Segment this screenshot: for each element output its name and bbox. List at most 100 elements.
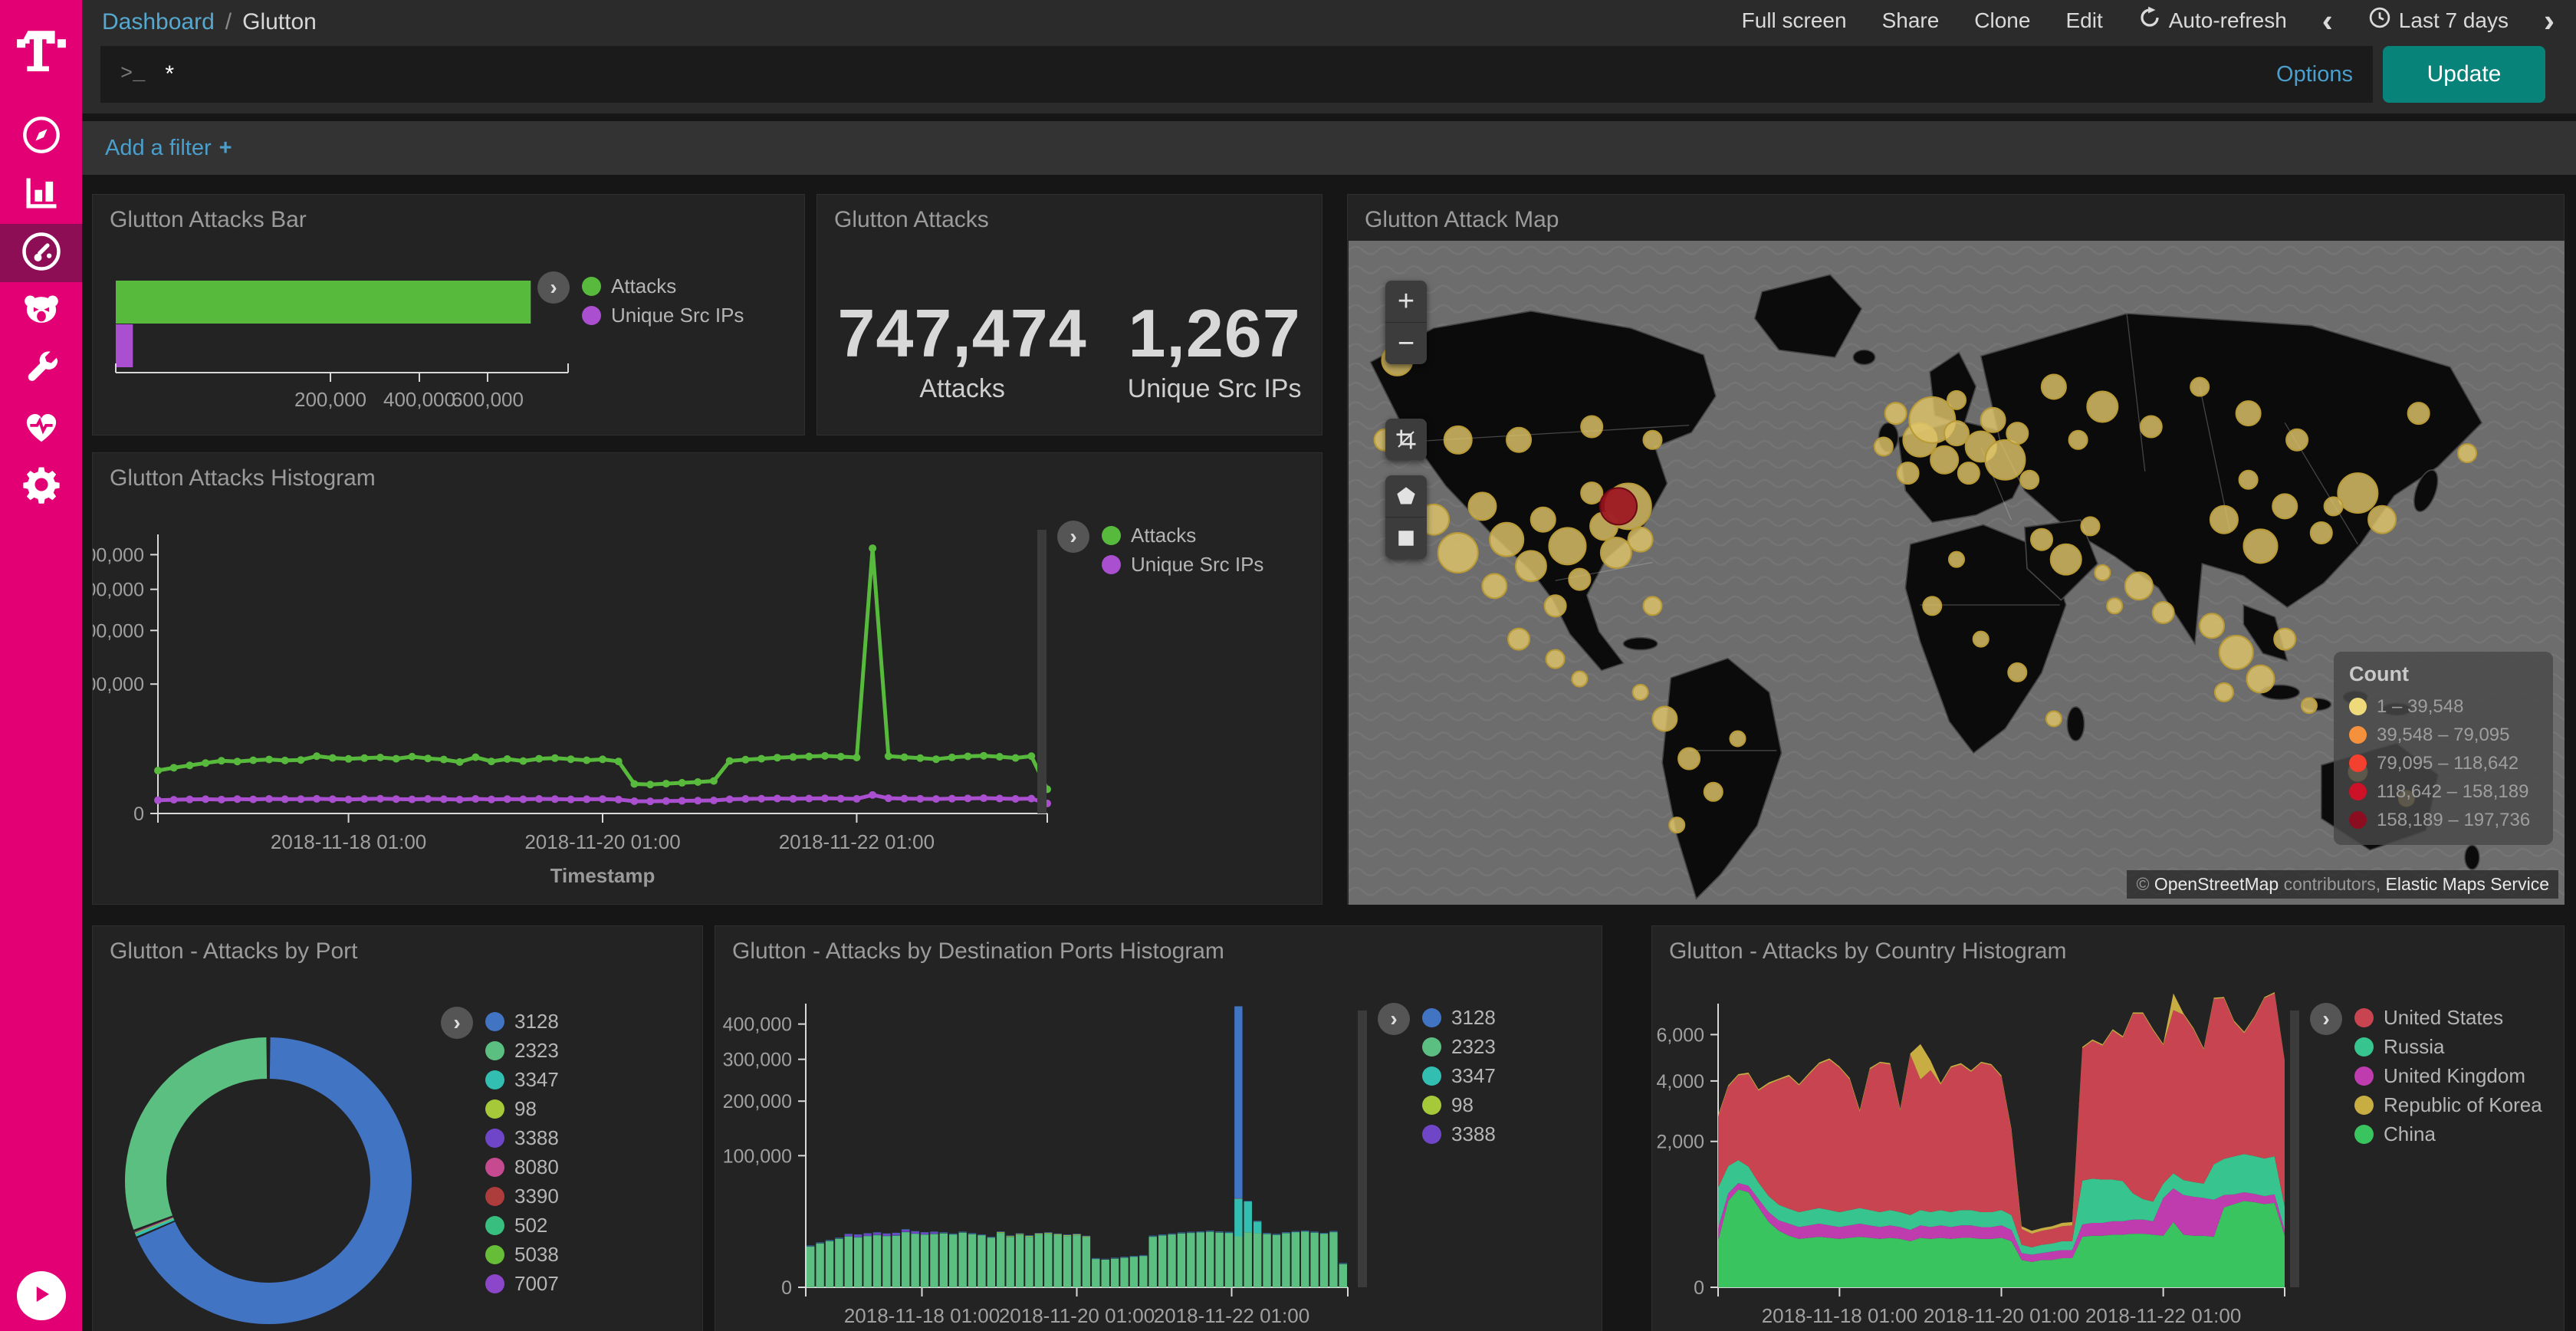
- sidebar-item-monitoring[interactable]: [0, 399, 82, 457]
- attack-location-marker[interactable]: [1644, 596, 1662, 615]
- legend-item[interactable]: 3388: [1422, 1119, 1496, 1149]
- attack-location-marker[interactable]: [2051, 544, 2082, 575]
- attack-location-marker[interactable]: [1482, 573, 1506, 598]
- legend-item[interactable]: Unique Src IPs: [1102, 550, 1263, 579]
- openstreetmap-link[interactable]: OpenStreetMap: [2154, 874, 2279, 894]
- zoom-out-button[interactable]: −: [1385, 322, 1427, 364]
- attack-location-marker[interactable]: [2190, 378, 2209, 396]
- attack-location-marker[interactable]: [2125, 572, 2153, 600]
- attack-location-marker[interactable]: [1985, 440, 2025, 480]
- attack-location-marker[interactable]: [2239, 471, 2258, 489]
- attack-location-marker[interactable]: [1958, 462, 1980, 484]
- attack-location-marker[interactable]: [1875, 437, 1893, 455]
- attack-location-marker[interactable]: [2236, 401, 2261, 426]
- attack-location-marker[interactable]: [1508, 629, 1530, 650]
- legend-item[interactable]: Unique Src IPs: [582, 301, 744, 330]
- sidebar-item-visualize[interactable]: [0, 166, 82, 224]
- attack-location-marker[interactable]: [1546, 650, 1565, 669]
- update-button[interactable]: Update: [2383, 46, 2545, 103]
- world-map[interactable]: + − Count 1 – 39,54839,548 – 79,09579,09…: [1349, 241, 2564, 905]
- share-button[interactable]: Share: [1882, 8, 1940, 33]
- legend-item[interactable]: Attacks: [1102, 521, 1263, 550]
- attack-location-marker[interactable]: [2081, 517, 2099, 535]
- sidebar-item-beats[interactable]: [0, 282, 82, 340]
- attack-location-marker[interactable]: [2302, 698, 2317, 713]
- legend-item[interactable]: Russia: [2354, 1032, 2542, 1061]
- legend-item[interactable]: 502: [485, 1211, 559, 1240]
- legend-item[interactable]: 3390: [485, 1181, 559, 1211]
- attack-location-marker[interactable]: [1438, 533, 1478, 573]
- query-options-link[interactable]: Options: [2276, 62, 2353, 87]
- attack-location-marker[interactable]: [1730, 731, 1746, 747]
- legend-item[interactable]: 5038: [485, 1240, 559, 1269]
- legend-expand-chevron-icon[interactable]: ›: [441, 1007, 473, 1039]
- attack-location-marker[interactable]: [1652, 707, 1677, 731]
- attack-location-marker[interactable]: [2272, 494, 2297, 518]
- attack-location-marker[interactable]: [2408, 403, 2430, 424]
- time-back-chevron[interactable]: ‹: [2322, 10, 2333, 31]
- legend-item[interactable]: 7007: [485, 1269, 559, 1298]
- attack-location-marker[interactable]: [1923, 596, 1941, 615]
- attack-location-marker[interactable]: [1444, 426, 1472, 454]
- auto-refresh-button[interactable]: Auto-refresh: [2138, 6, 2287, 35]
- legend-item[interactable]: 3388: [485, 1123, 559, 1152]
- attack-location-marker[interactable]: [1678, 748, 1700, 770]
- zoom-in-button[interactable]: +: [1385, 281, 1427, 322]
- attack-location-marker[interactable]: [1885, 403, 1907, 424]
- tmobile-logo-icon[interactable]: [0, 0, 82, 92]
- attack-location-marker[interactable]: [1669, 817, 1684, 833]
- legend-item[interactable]: 2323: [1422, 1032, 1496, 1061]
- query-input[interactable]: [163, 61, 2276, 88]
- sidebar-item-discover[interactable]: [0, 107, 82, 166]
- legend-item[interactable]: 98: [1422, 1090, 1496, 1119]
- attack-location-marker[interactable]: [1506, 428, 1531, 452]
- attack-location-marker[interactable]: [1704, 783, 1723, 801]
- attack-location-marker[interactable]: [2210, 506, 2238, 534]
- attack-location-marker[interactable]: [2046, 712, 2062, 727]
- legend-expand-chevron-icon[interactable]: ›: [2310, 1003, 2342, 1035]
- attack-location-marker[interactable]: [1516, 550, 1546, 581]
- attack-location-marker[interactable]: [2244, 529, 2278, 563]
- attack-location-marker[interactable]: [1601, 537, 1631, 568]
- attack-location-marker[interactable]: [1569, 569, 1590, 590]
- attack-location-marker[interactable]: [2006, 422, 2028, 444]
- attack-location-marker[interactable]: [1644, 431, 1662, 449]
- attack-location-marker[interactable]: [1531, 508, 1556, 532]
- attack-location-marker[interactable]: [1581, 416, 1602, 438]
- attack-location-marker[interactable]: [2095, 565, 2110, 580]
- sidebar-item-management[interactable]: [0, 457, 82, 515]
- attack-location-marker[interactable]: [2008, 663, 2026, 682]
- clone-button[interactable]: Clone: [1974, 8, 2030, 33]
- attack-location-marker[interactable]: [2153, 602, 2174, 623]
- legend-item[interactable]: 8080: [485, 1152, 559, 1181]
- attack-location-marker[interactable]: [1949, 552, 1964, 567]
- attack-location-marker[interactable]: [1628, 527, 1653, 552]
- attack-location-marker[interactable]: [1947, 391, 1966, 409]
- attack-location-marker[interactable]: [2274, 629, 2295, 650]
- legend-item[interactable]: 98: [485, 1094, 559, 1123]
- attack-location-marker[interactable]: [1944, 421, 1969, 445]
- attack-location-marker[interactable]: [2200, 613, 2224, 638]
- attack-location-marker[interactable]: [1930, 446, 1958, 474]
- legend-expand-chevron-icon[interactable]: ›: [537, 271, 570, 304]
- legend-item[interactable]: United States: [2354, 1003, 2542, 1032]
- legend-item[interactable]: Republic of Korea: [2354, 1090, 2542, 1119]
- attack-location-marker[interactable]: [2141, 416, 2162, 438]
- edit-button[interactable]: Edit: [2065, 8, 2102, 33]
- time-range-picker[interactable]: Last 7 days: [2368, 6, 2509, 35]
- attack-location-marker[interactable]: [1981, 408, 2006, 432]
- attack-location-marker-high[interactable]: [1600, 488, 1637, 524]
- attack-location-marker[interactable]: [2031, 529, 2052, 550]
- rectangle-tool-icon[interactable]: [1385, 517, 1427, 559]
- attack-location-marker[interactable]: [2087, 392, 2118, 422]
- legend-item[interactable]: 2323: [485, 1036, 559, 1065]
- legend-item[interactable]: 3128: [1422, 1003, 1496, 1032]
- polygon-tool-icon[interactable]: [1385, 475, 1427, 517]
- attack-location-marker[interactable]: [2042, 375, 2066, 399]
- legend-item[interactable]: United Kingdom: [2354, 1061, 2542, 1090]
- legend-item[interactable]: 3347: [485, 1065, 559, 1094]
- attack-location-marker[interactable]: [2458, 444, 2476, 462]
- attack-location-marker[interactable]: [2311, 522, 2332, 544]
- add-filter-link[interactable]: Add a filter+: [105, 136, 232, 161]
- breadcrumb-dashboard-link[interactable]: Dashboard: [102, 9, 215, 35]
